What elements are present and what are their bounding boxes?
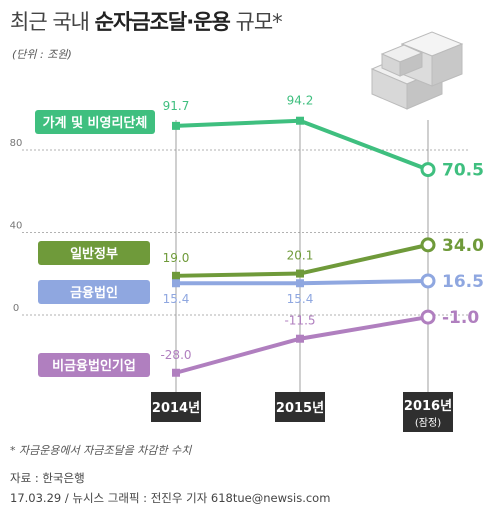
chart-title: 최근 국내 순자금조달·운용 규모* — [10, 6, 283, 36]
series-1 — [172, 237, 436, 280]
y-tick-label: 80 — [10, 138, 23, 149]
x-tick-note: (잠정) — [415, 417, 441, 429]
footnote: * 자금운용에서 자금조달을 차감한 수치 — [10, 444, 192, 457]
series-name: 금융법인 — [70, 285, 118, 301]
data-point — [296, 116, 304, 125]
data-point — [172, 368, 180, 377]
series-name: 일반정부 — [70, 246, 118, 262]
data-point-end — [420, 237, 436, 253]
line-chart: 80 40 0 2014년 2015년 2016년 (잠정) 91.7 94.2 70.5 가계 … — [10, 94, 484, 432]
data-label: 91.7 — [163, 99, 190, 113]
data-label: 34.0 — [442, 236, 484, 256]
series-0 — [172, 116, 436, 178]
series-name: 가계 및 비영리단체 — [43, 115, 148, 131]
x-tick-label: 2015년 — [276, 401, 324, 416]
data-point — [172, 121, 180, 130]
data-label: 15.4 — [287, 292, 314, 306]
x-tick-label: 2014년 — [152, 401, 200, 416]
data-label: 70.5 — [442, 161, 484, 181]
data-point-end — [420, 309, 436, 325]
data-label: 94.2 — [287, 94, 314, 108]
x-category-label: 2016년 (잠정) — [403, 392, 453, 432]
title-part-bold: 순자금조달·운용 — [94, 10, 231, 34]
series-label-box: 비금융법인기업 — [38, 353, 150, 377]
data-label: 19.0 — [163, 251, 190, 265]
boxes-illustration-icon — [370, 31, 464, 110]
credit-text: 17.03.29 / 뉴시스 그래픽 : 전진우 기자 618tue@newsi… — [10, 491, 331, 505]
series-name: 비금융법인기업 — [52, 358, 136, 374]
data-label: 16.5 — [442, 272, 484, 292]
source-text: 자료 : 한국은행 — [10, 471, 85, 485]
data-label: -11.5 — [284, 314, 315, 328]
data-label: -1.0 — [442, 308, 479, 328]
x-tick-label: 2016년 — [404, 399, 452, 414]
series-2 — [172, 273, 436, 289]
data-point — [296, 279, 304, 288]
series-label-box: 금융법인 — [38, 280, 150, 304]
series-3 — [172, 309, 436, 377]
title-part-light: 최근 국내 — [10, 10, 95, 34]
y-tick-label: 0 — [13, 303, 19, 314]
data-point — [296, 334, 304, 343]
data-label: 20.1 — [287, 249, 314, 263]
data-label: -28.0 — [160, 348, 191, 362]
data-label: 15.4 — [163, 292, 190, 306]
data-point-end — [420, 162, 436, 178]
y-tick-label: 40 — [10, 221, 23, 232]
data-point — [172, 271, 180, 280]
title-part-end: 규모* — [229, 10, 283, 34]
x-category-label: 2014년 — [151, 392, 201, 422]
data-point-end — [420, 273, 436, 289]
series-line — [174, 118, 430, 172]
data-point — [172, 279, 180, 288]
series-label-box: 가계 및 비영리단체 — [35, 110, 155, 134]
unit-label: (단위 : 조원) — [12, 48, 72, 61]
data-point — [296, 269, 304, 278]
x-category-label: 2015년 — [275, 392, 325, 422]
series-label-box: 일반정부 — [38, 241, 150, 265]
